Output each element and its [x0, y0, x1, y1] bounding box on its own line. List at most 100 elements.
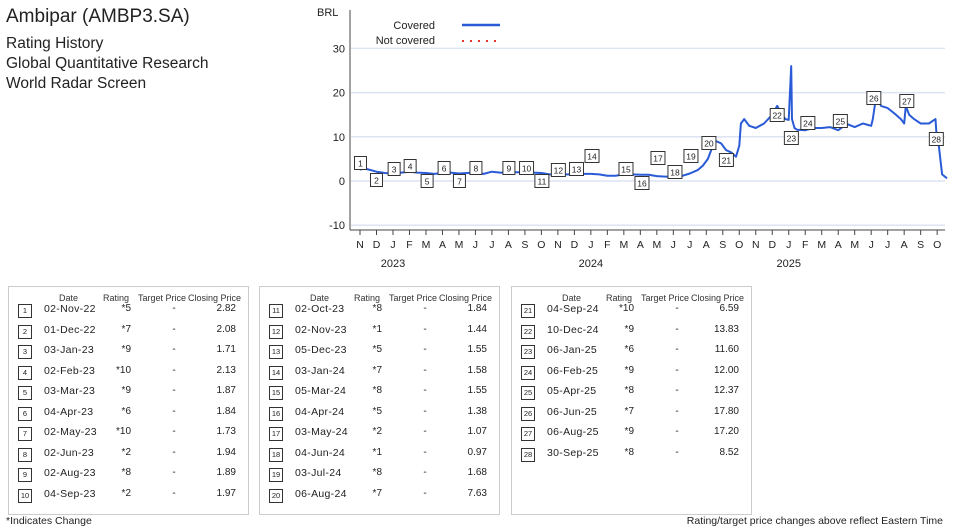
marker-number: 25 — [521, 386, 535, 400]
table-row: 13 05-Dec-23 *5 - 1.55 — [260, 344, 499, 360]
header-date: Date — [310, 293, 330, 303]
rating-marker-label: 6 — [442, 164, 447, 174]
target-price-cell: - — [423, 405, 427, 417]
closing-price-cell: 2.82 — [216, 303, 236, 314]
target-price-cell: - — [423, 487, 427, 499]
date-cell: 02-Feb-23 — [44, 364, 96, 377]
rating-marker-box — [550, 163, 566, 177]
target-price-cell: - — [172, 344, 176, 355]
rating-cell: *6 — [121, 405, 131, 417]
date-cell: 06-Feb-25 — [547, 364, 599, 377]
rating-cell: *5 — [372, 344, 382, 355]
rating-cell: *2 — [372, 426, 382, 437]
closing-price-cell: 17.20 — [713, 426, 739, 437]
x-tick-label: O — [933, 239, 941, 251]
closing-price-cell: 7.63 — [467, 487, 487, 499]
rating-cell: *8 — [372, 303, 382, 314]
rating-cell: *2 — [121, 487, 131, 499]
x-tick-label: M — [817, 239, 826, 251]
marker-number: 24 — [521, 365, 535, 380]
rating-marker-box — [899, 94, 915, 108]
date-cell: 04-Apr-24 — [295, 405, 345, 418]
marker-number: 17 — [269, 427, 283, 441]
marker-number: 4 — [18, 365, 32, 380]
rating-cell: *8 — [624, 446, 634, 458]
marker-number: 20 — [269, 488, 283, 503]
rating-marker-box — [534, 174, 550, 188]
rating-cell: *7 — [372, 364, 382, 376]
x-tick-label: D — [373, 239, 381, 251]
x-tick-label: A — [901, 239, 908, 251]
date-cell: 06-Jan-25 — [547, 344, 597, 356]
target-price-cell: - — [675, 364, 679, 376]
rating-marker-label: 8 — [474, 164, 479, 174]
table-row: 20 06-Aug-24 *7 - 7.63 — [260, 488, 499, 504]
header-target: Target Price — [641, 293, 690, 303]
marker-number: 9 — [18, 468, 32, 482]
subtitle-rating-history: Rating History — [6, 35, 104, 52]
legend-not-covered-label: Not covered — [376, 35, 435, 47]
x-tick-label: A — [505, 239, 512, 251]
table-row: 6 04-Apr-23 *6 - 1.84 — [9, 406, 248, 422]
target-price-cell: - — [172, 385, 176, 396]
table-row: 19 03-Jul-24 *8 - 1.68 — [260, 467, 499, 483]
target-price-cell: - — [172, 303, 176, 314]
rating-marker-label: 9 — [507, 164, 512, 174]
table-row: 11 02-Oct-23 *8 - 1.84 — [260, 303, 499, 319]
table-row: 14 03-Jan-24 *7 - 1.58 — [260, 365, 499, 381]
date-cell: 01-Dec-22 — [44, 323, 96, 336]
table-row: 21 04-Sep-24 *10 - 6.59 — [512, 303, 751, 319]
marker-number: 12 — [269, 324, 283, 339]
footnote-eastern-time: Rating/target price changes above reflec… — [686, 515, 943, 527]
marker-number: 10 — [18, 488, 32, 503]
y-tick-label: 20 — [333, 88, 345, 100]
rating-marker-box — [866, 91, 882, 105]
target-price-cell: - — [675, 446, 679, 458]
date-cell: 02-Jun-23 — [44, 446, 94, 459]
rating-marker-label: 23 — [787, 134, 797, 144]
marker-number: 22 — [521, 324, 535, 339]
date-cell: 03-Jan-24 — [295, 364, 345, 377]
marker-number: 2 — [18, 324, 32, 339]
header-close: Closing Price — [439, 293, 493, 303]
closing-price-cell: 1.89 — [216, 467, 236, 478]
rating-marker-box — [683, 149, 699, 163]
rating-cell: *7 — [624, 405, 634, 417]
date-cell: 03-Mar-23 — [44, 385, 96, 397]
closing-price-cell: 17.80 — [713, 405, 739, 417]
year-label: 2025 — [776, 258, 800, 270]
y-tick-label: -10 — [329, 220, 345, 232]
marker-number: 26 — [521, 406, 535, 421]
rating-marker-label: 25 — [836, 117, 846, 127]
rating-marker-label: 26 — [869, 94, 879, 104]
marker-number: 19 — [269, 468, 283, 482]
x-tick-label: A — [439, 239, 446, 251]
closing-price-cell: 1.73 — [216, 426, 236, 437]
rating-marker-box — [469, 161, 483, 175]
target-price-cell: - — [172, 426, 176, 437]
closing-price-cell: 1.44 — [467, 323, 487, 335]
rating-marker-box — [832, 114, 848, 128]
closing-price-cell: 13.83 — [713, 323, 739, 335]
rating-cell: *8 — [372, 467, 382, 478]
closing-price-cell: 1.58 — [467, 364, 487, 376]
legend-covered-label: Covered — [393, 20, 435, 32]
date-cell: 04-Jun-24 — [295, 446, 345, 459]
rating-marker-box — [718, 153, 734, 167]
rating-marker-box — [634, 176, 650, 190]
target-price-cell: - — [423, 303, 427, 314]
header-close: Closing Price — [691, 293, 745, 303]
rating-marker-box — [369, 173, 383, 187]
rating-marker-box — [452, 174, 466, 188]
rating-marker-label: 1 — [358, 159, 363, 169]
rating-cell: *8 — [624, 385, 634, 396]
target-price-cell: - — [423, 364, 427, 376]
closing-price-cell: 2.13 — [216, 364, 236, 376]
header-target: Target Price — [389, 293, 438, 303]
date-cell: 02-Nov-22 — [44, 303, 96, 315]
rating-marker-box — [502, 161, 516, 175]
x-tick-label: A — [703, 239, 710, 251]
closing-price-cell: 1.55 — [467, 344, 487, 355]
x-tick-label: M — [455, 239, 464, 251]
